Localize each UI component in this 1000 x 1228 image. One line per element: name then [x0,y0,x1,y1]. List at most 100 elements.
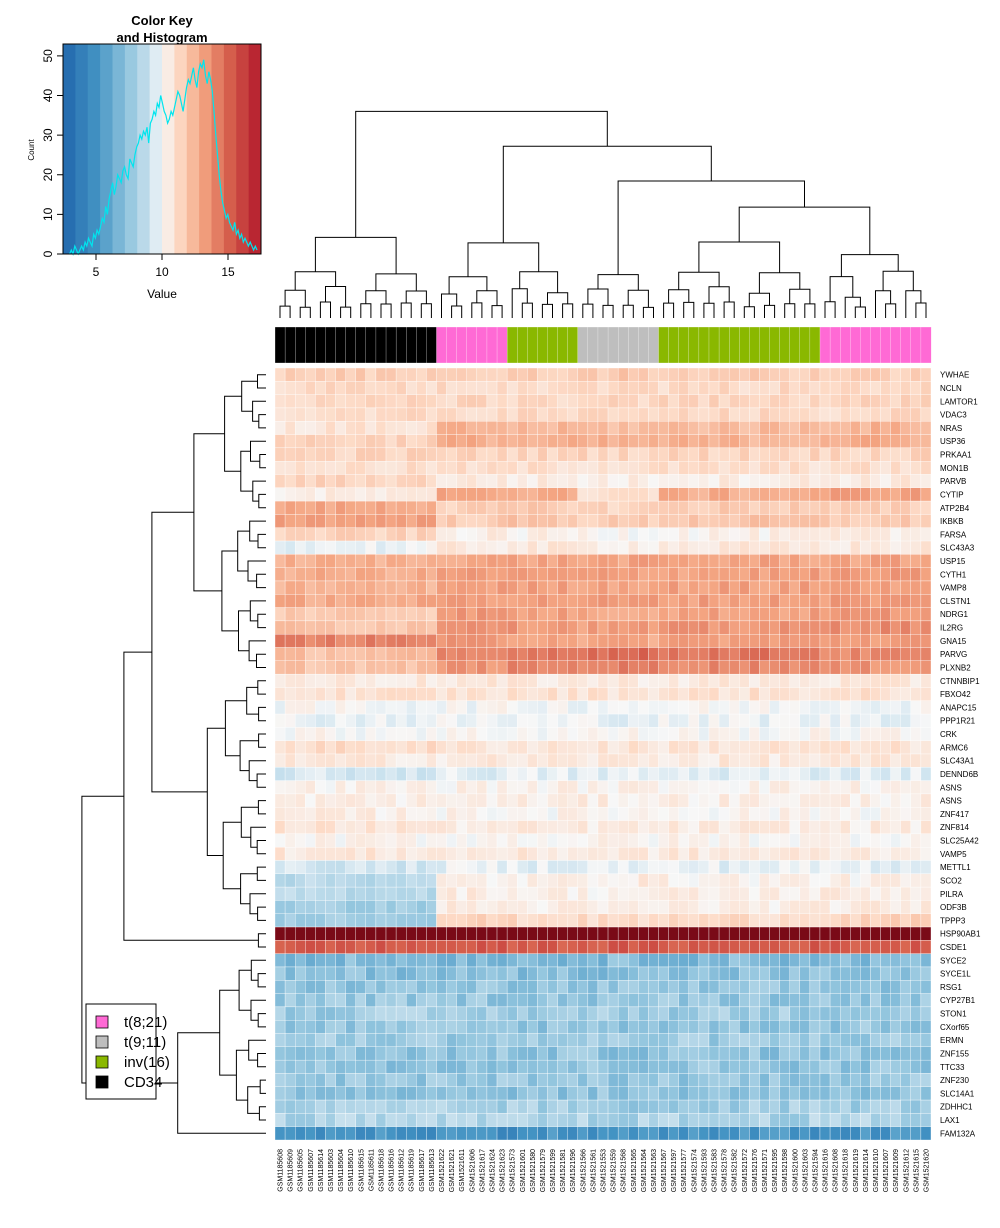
heatmap-cell [658,966,669,981]
heatmap-cell [829,634,841,648]
heatmap-cell [547,713,558,728]
color-key-band [211,44,225,254]
heatmap-cell [527,1073,538,1087]
heatmap-cell [607,487,619,502]
heatmap-cell [446,886,457,901]
heatmap-cell [506,700,518,715]
heatmap-cell [829,780,841,795]
heatmap-cell [426,873,437,888]
heatmap-cell [557,780,568,795]
heatmap-cell [426,926,437,941]
heatmap-cell [759,474,770,488]
heatmap-cell [315,660,326,675]
heatmap-cell [819,700,831,715]
heatmap-cell [739,1086,750,1101]
heatmap-cell [890,594,901,608]
heatmap-cell [890,514,901,528]
heatmap-cell [406,727,417,741]
heatmap-cell [537,554,548,568]
heatmap-cell [547,474,558,488]
heatmap-cell [274,580,286,595]
heatmap-cell [789,926,800,941]
heatmap-cell [678,1046,689,1061]
heatmap-cell [739,753,750,768]
heatmap-cell [668,500,679,515]
heatmap-cell [890,500,901,515]
heatmap-cell [295,527,306,542]
gene-label: RSG1 [940,983,962,992]
heatmap-cell [567,807,578,821]
heatmap-cell [416,407,427,422]
heatmap-cell [537,421,548,435]
heatmap-cell [739,833,750,848]
heatmap-cell [668,1126,679,1141]
heatmap-cell [506,926,518,941]
heatmap-cell [668,660,679,675]
heatmap-cell [789,913,800,928]
heatmap-cell [920,1126,932,1141]
heatmap-cell [345,660,356,675]
heatmap-cell [446,767,457,781]
heatmap-cell [365,381,377,395]
color-key-band [162,44,175,254]
heatmap-cell [567,700,578,715]
heatmap-cell [708,753,720,768]
heatmap-cell [739,647,750,662]
heatmap-cell [466,820,478,835]
heatmap-cell [860,514,871,528]
heatmap-cell [466,860,478,874]
heatmap-cell [456,687,467,701]
heatmap-cell [517,1006,528,1021]
heatmap-cell [456,913,467,928]
heatmap-cell [345,980,356,994]
gene-label: LAMTOR1 [940,397,978,406]
heatmap-cell [617,620,629,635]
heatmap-cell [537,1126,548,1141]
heatmap-cell [466,1113,478,1127]
heatmap-cell [305,447,316,462]
heatmap-cell [617,753,629,768]
heatmap-cell [910,940,922,954]
color-key-band [186,44,200,254]
heatmap-cell [587,540,599,555]
heatmap-cell [537,953,548,968]
heatmap-cell [365,780,377,795]
heatmap-cell [920,594,932,608]
heatmap-cell [658,447,669,462]
heatmap-cell [345,1006,356,1021]
heatmap-cell [456,660,467,675]
heatmap-cell [517,953,528,968]
heatmap-cell [365,820,377,835]
heatmap-cell [688,434,700,449]
heatmap-cell [688,514,700,528]
heatmap-cell [708,607,720,622]
heatmap-cell [870,514,881,528]
gene-label: TPPP3 [940,916,966,925]
row-dendrogram-branch [221,550,239,632]
heatmap-cell [436,1046,447,1061]
heatmap-cell [284,926,296,941]
heatmap-cell [557,860,568,874]
heatmap-cell [577,1073,589,1087]
heatmap-cell [375,846,387,861]
heatmap-cell [648,820,659,835]
heatmap-cell [406,740,417,755]
heatmap-cell [739,527,750,542]
heatmap-cell [476,953,488,968]
heatmap-cell [406,554,417,568]
heatmap-cell [537,873,548,888]
sample-label: GSM1185609 [288,1149,295,1192]
heatmap-cell [809,367,821,382]
heatmap-cell [769,1020,780,1034]
heatmap-cell [426,727,437,741]
heatmap-cell [284,647,296,662]
heatmap-cell [628,980,639,994]
heatmap-cell [839,1046,851,1061]
heatmap-cell [537,1073,548,1087]
heatmap-cell [395,713,407,728]
heatmap-cell [749,673,760,688]
heatmap-cell [668,993,679,1008]
heatmap-cell [274,1006,286,1021]
heatmap-cell [305,913,316,928]
gene-label: SYCE2 [940,956,967,965]
